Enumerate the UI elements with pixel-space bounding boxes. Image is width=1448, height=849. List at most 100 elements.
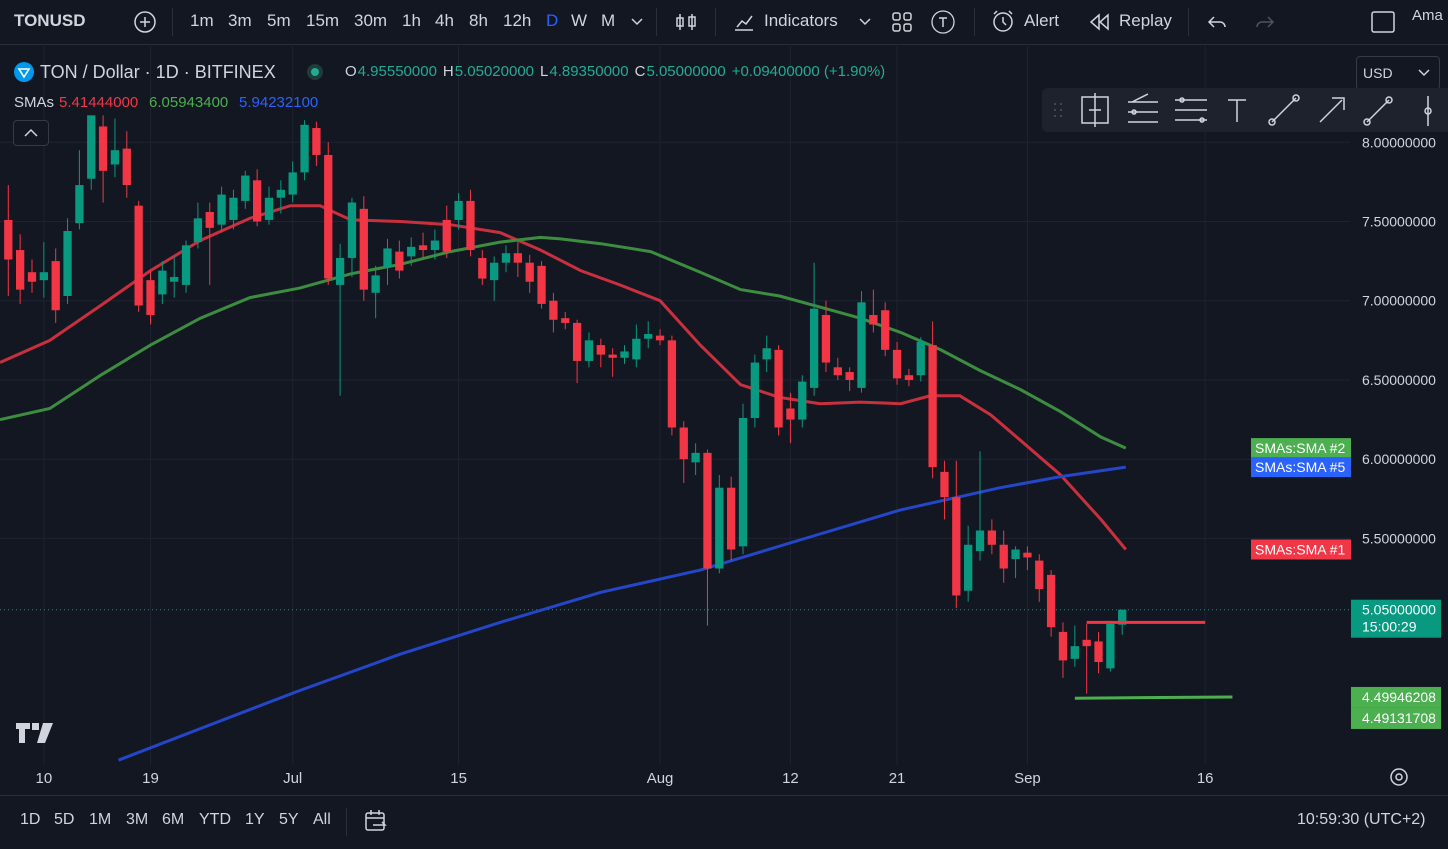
fullscreen-icon[interactable] <box>1370 10 1396 34</box>
range-button[interactable]: YTD <box>199 811 231 828</box>
candle-body <box>478 257 487 279</box>
range-button[interactable]: 1D <box>20 811 41 828</box>
ohlc-key: O <box>345 63 357 80</box>
candle-body <box>146 280 155 315</box>
candle-body <box>881 310 890 350</box>
candle-body <box>999 544 1008 569</box>
candle-body <box>241 175 250 201</box>
interval-button[interactable]: 1h <box>402 11 421 30</box>
range-button[interactable]: 5D <box>54 811 75 828</box>
interval-button[interactable]: 1m <box>190 11 214 30</box>
interval-button[interactable]: 12h <box>503 11 532 30</box>
candle-body <box>857 302 866 388</box>
candle-body <box>264 197 274 220</box>
layouts-icon[interactable] <box>890 10 914 34</box>
currency-select[interactable]: USD <box>1356 56 1440 90</box>
candle-body <box>525 262 534 282</box>
separator <box>974 8 975 36</box>
undo-icon[interactable] <box>1206 11 1230 33</box>
sma-value: 6.05943400 <box>149 94 229 111</box>
dropdown-arrow[interactable] <box>858 14 872 28</box>
replay-icon[interactable] <box>1088 11 1112 33</box>
goto-date-icon[interactable] <box>363 808 389 834</box>
candle-body <box>703 452 712 569</box>
candle-body <box>407 246 416 257</box>
candle-body <box>691 452 700 463</box>
y-tick-label: 8.00000000 <box>1362 134 1436 150</box>
indicators-icon[interactable] <box>732 10 756 34</box>
redo-icon[interactable] <box>1252 11 1276 33</box>
sma-tag <box>1251 457 1351 478</box>
candle-body <box>87 115 96 179</box>
interval-button[interactable]: 4h <box>435 11 454 30</box>
x-tick-label: 16 <box>1197 770 1214 787</box>
candle-body <box>4 219 13 260</box>
range-button[interactable]: 5Y <box>279 811 299 828</box>
candle-body <box>347 202 357 258</box>
indicators-button[interactable]: Indicators <box>764 11 838 30</box>
candle-body <box>608 354 617 358</box>
last-price-tag <box>1351 599 1441 638</box>
candle-body <box>774 349 783 428</box>
sma-line <box>117 465 1127 762</box>
candle-body <box>821 315 831 363</box>
trend-line <box>1074 695 1233 700</box>
candle-body <box>110 150 120 165</box>
sma-value: 5.41444000 <box>59 94 139 111</box>
ohlc-value: 5.05000000 <box>646 63 726 80</box>
drawing-tools[interactable] <box>1042 88 1448 132</box>
interval-dropdown[interactable] <box>630 15 644 29</box>
candle-body <box>679 427 688 460</box>
candle-body <box>892 349 902 379</box>
candle-body <box>288 172 297 195</box>
candle-body <box>335 257 345 285</box>
candle-body <box>158 270 167 295</box>
chart-type-icon[interactable] <box>674 10 698 34</box>
y-tick-label: 7.00000000 <box>1362 293 1436 309</box>
collapse-button[interactable] <box>13 120 49 146</box>
candle-body <box>1046 574 1056 628</box>
sma-tag-text: SMAs:SMA #1 <box>1255 542 1345 558</box>
range-button[interactable]: 6M <box>162 811 185 828</box>
replay-button[interactable]: Replay <box>1119 11 1172 30</box>
price-change: +0.09400000 (+1.90%) <box>731 63 886 80</box>
interval-button[interactable]: 3m <box>228 11 252 30</box>
interval-button[interactable]: M <box>601 11 616 30</box>
candle-body <box>1011 549 1020 560</box>
candle-body <box>632 338 641 360</box>
sma-tag-text: SMAs:SMA #5 <box>1255 459 1345 475</box>
range-button[interactable]: 3M <box>126 811 149 828</box>
candle-body <box>1070 646 1079 659</box>
range-button[interactable]: 1Y <box>245 811 265 828</box>
settings-icon[interactable] <box>1388 766 1410 788</box>
symbol-search[interactable]: TONUSD <box>14 11 86 30</box>
range-button[interactable]: 1M <box>89 811 112 828</box>
range-button[interactable]: All <box>313 811 331 828</box>
interval-button[interactable]: 15m <box>306 11 340 30</box>
drawing-price-text: 4.49131708 <box>1362 710 1436 726</box>
compare-icon[interactable] <box>133 10 157 34</box>
ohlc-value: 4.89350000 <box>549 63 629 80</box>
y-tick-label: 6.50000000 <box>1362 372 1436 388</box>
separator <box>172 8 173 36</box>
alert-icon[interactable] <box>990 9 1016 35</box>
alert-button[interactable]: Alert <box>1024 11 1059 30</box>
candle-body <box>975 530 985 552</box>
symbol-title: TON / Dollar · 1D · BITFINEX <box>40 62 276 82</box>
templates-icon[interactable] <box>930 9 956 35</box>
candle-body <box>442 219 451 252</box>
interval-button[interactable]: 30m <box>354 11 388 30</box>
interval-button[interactable]: 8h <box>469 11 488 30</box>
candle-body <box>371 275 380 293</box>
candle-body <box>205 212 214 228</box>
candle-body <box>181 245 191 285</box>
account-name[interactable]: Ama <box>1412 7 1443 24</box>
chart: 8.00000000 7.50000000 7.00000000 6.50000000… <box>0 45 1448 795</box>
sma-label: SMAs <box>14 94 55 111</box>
candle-body <box>324 154 333 279</box>
separator <box>715 8 716 36</box>
top-toolbar: TONUSD 1m 3m 5m 15m 30m 1h 4h 8h 12h D W M Indicato… <box>0 0 1448 45</box>
interval-button[interactable]: 5m <box>267 11 291 30</box>
interval-button[interactable]: D <box>546 11 559 30</box>
interval-button[interactable]: W <box>571 11 588 30</box>
